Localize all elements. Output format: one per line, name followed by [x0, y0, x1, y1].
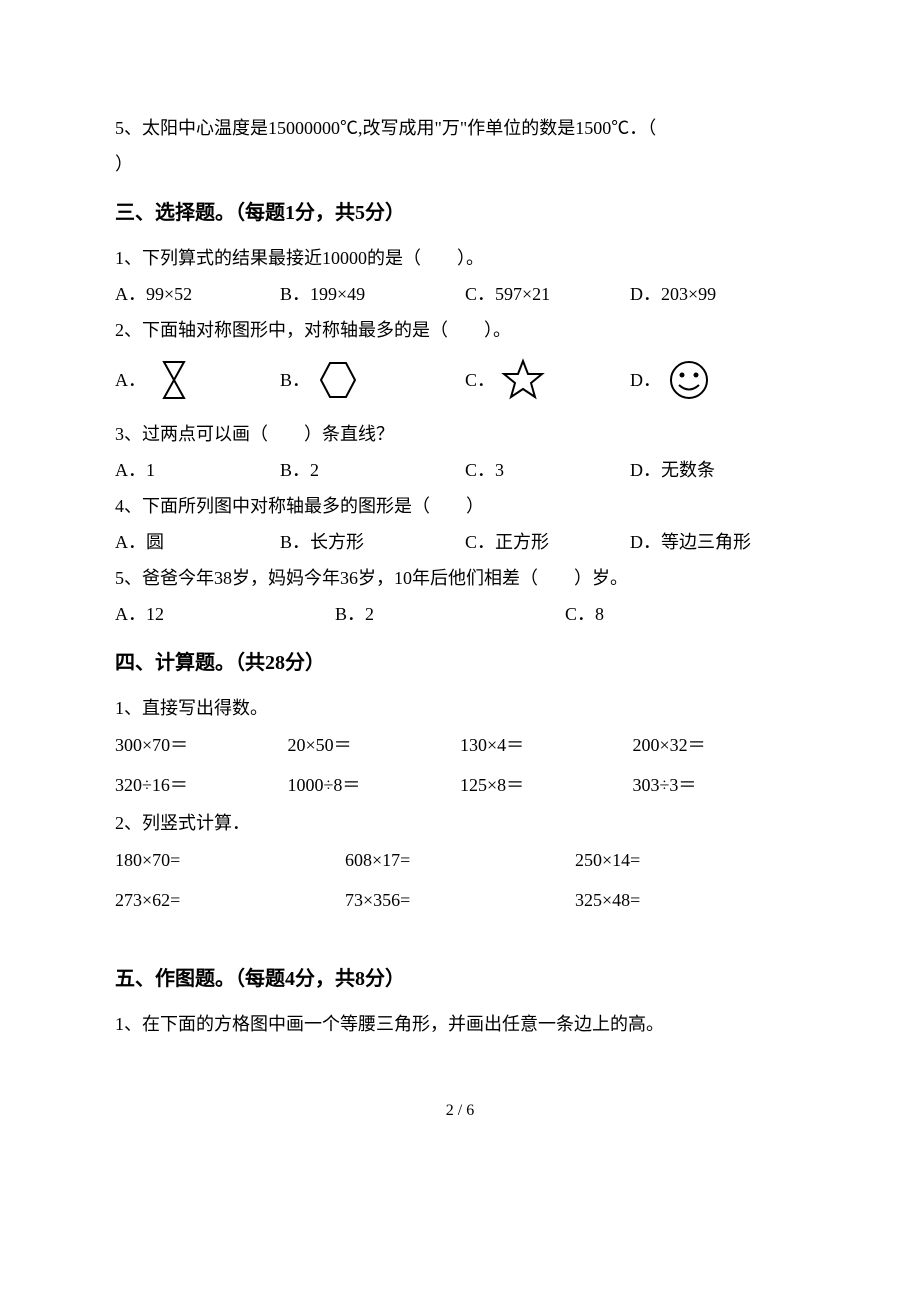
s3-q4-opt-b: B．长方形	[280, 524, 465, 560]
s3-q4-opt-c: C．正方形	[465, 524, 630, 560]
s3-q1-opt-c: C．597×21	[465, 276, 630, 312]
s3-q4-opt-d: D．等边三角形	[630, 524, 751, 560]
s3-q5-opt-a: A．12	[115, 596, 335, 632]
prev-q5-line2: ）	[115, 146, 805, 182]
s3-q3-opt-a: A．1	[115, 452, 280, 488]
s3-q2-opt-d-label: D．	[630, 362, 661, 398]
calc-item: 250×14=	[575, 841, 805, 881]
calc-item: 320÷16＝	[115, 766, 288, 806]
section4-title: 四、计算题。（共28分）	[115, 644, 805, 682]
s3-q1-opt-d: D．203×99	[630, 276, 716, 312]
s4-q1-grid: 300×70＝ 20×50＝ 130×4＝ 200×32＝ 320÷16＝ 10…	[115, 726, 805, 805]
s3-q2-opt-a: A．	[115, 358, 280, 402]
s3-q4-opt-a: A．圆	[115, 524, 280, 560]
s3-q2-opt-d: D．	[630, 358, 711, 402]
section3-title: 三、选择题。（每题1分，共5分）	[115, 194, 805, 232]
s4-q1-title: 1、直接写出得数。	[115, 690, 805, 726]
calc-item: 608×17=	[345, 841, 575, 881]
s3-q1-opt-b: B．199×49	[280, 276, 465, 312]
section5-title: 五、作图题。（每题4分，共8分）	[115, 960, 805, 998]
calc-item: 180×70=	[115, 841, 345, 881]
calc-item: 20×50＝	[288, 726, 461, 766]
s3-q2-opt-c-label: C．	[465, 362, 495, 398]
calc-item: 73×356=	[345, 881, 575, 921]
s3-q3-opt-b: B．2	[280, 452, 465, 488]
s5-q1-stem: 1、在下面的方格图中画一个等腰三角形，并画出任意一条边上的高。	[115, 1006, 805, 1042]
calc-item: 300×70＝	[115, 726, 288, 766]
s3-q1-stem: 1、下列算式的结果最接近10000的是（ ）。	[115, 240, 805, 276]
document-page: 5、太阳中心温度是15000000℃,改写成用"万"作单位的数是1500℃．（ …	[0, 0, 920, 1176]
s3-q2-opt-c: C．	[465, 358, 630, 402]
s3-q2-opt-b: B．	[280, 358, 465, 402]
s3-q5-stem: 5、爸爸今年38岁，妈妈今年36岁，10年后他们相差（ ）岁。	[115, 560, 805, 596]
s4-q2-title: 2、列竖式计算．	[115, 805, 805, 841]
s3-q4-options: A．圆 B．长方形 C．正方形 D．等边三角形	[115, 524, 805, 560]
hexagon-icon	[316, 358, 360, 402]
s3-q5-opt-b: B．2	[335, 596, 565, 632]
smiley-icon	[667, 358, 711, 402]
s3-q2-options: A． B． C． D．	[115, 358, 805, 402]
s3-q5-options: A．12 B．2 C．8	[115, 596, 805, 632]
s3-q2-opt-b-label: B．	[280, 362, 310, 398]
calc-item: 273×62=	[115, 881, 345, 921]
s3-q1-opt-a: A．99×52	[115, 276, 280, 312]
s3-q1-options: A．99×52 B．199×49 C．597×21 D．203×99	[115, 276, 805, 312]
calc-item: 325×48=	[575, 881, 805, 921]
s3-q2-opt-a-label: A．	[115, 362, 146, 398]
s3-q3-stem: 3、过两点可以画（ ）条直线？	[115, 416, 805, 452]
hourglass-icon	[152, 358, 196, 402]
s3-q3-opt-d: D．无数条	[630, 452, 715, 488]
s3-q3-options: A．1 B．2 C．3 D．无数条	[115, 452, 805, 488]
s3-q2-stem: 2、下面轴对称图形中，对称轴最多的是（ ）。	[115, 312, 805, 348]
s3-q3-opt-c: C．3	[465, 452, 630, 488]
star-icon	[501, 358, 545, 402]
s4-q2-grid: 180×70= 608×17= 250×14= 273×62= 73×356= …	[115, 841, 805, 920]
prev-q5-line1: 5、太阳中心温度是15000000℃,改写成用"万"作单位的数是1500℃．（	[115, 110, 805, 146]
page-number: 2 / 6	[115, 1102, 805, 1120]
calc-item: 1000÷8＝	[288, 766, 461, 806]
s3-q4-stem: 4、下面所列图中对称轴最多的图形是（ ）	[115, 488, 805, 524]
calc-item: 130×4＝	[460, 726, 633, 766]
calc-item: 303÷3＝	[633, 766, 806, 806]
calc-item: 125×8＝	[460, 766, 633, 806]
s3-q5-opt-c: C．8	[565, 596, 604, 632]
calc-item: 200×32＝	[633, 726, 806, 766]
